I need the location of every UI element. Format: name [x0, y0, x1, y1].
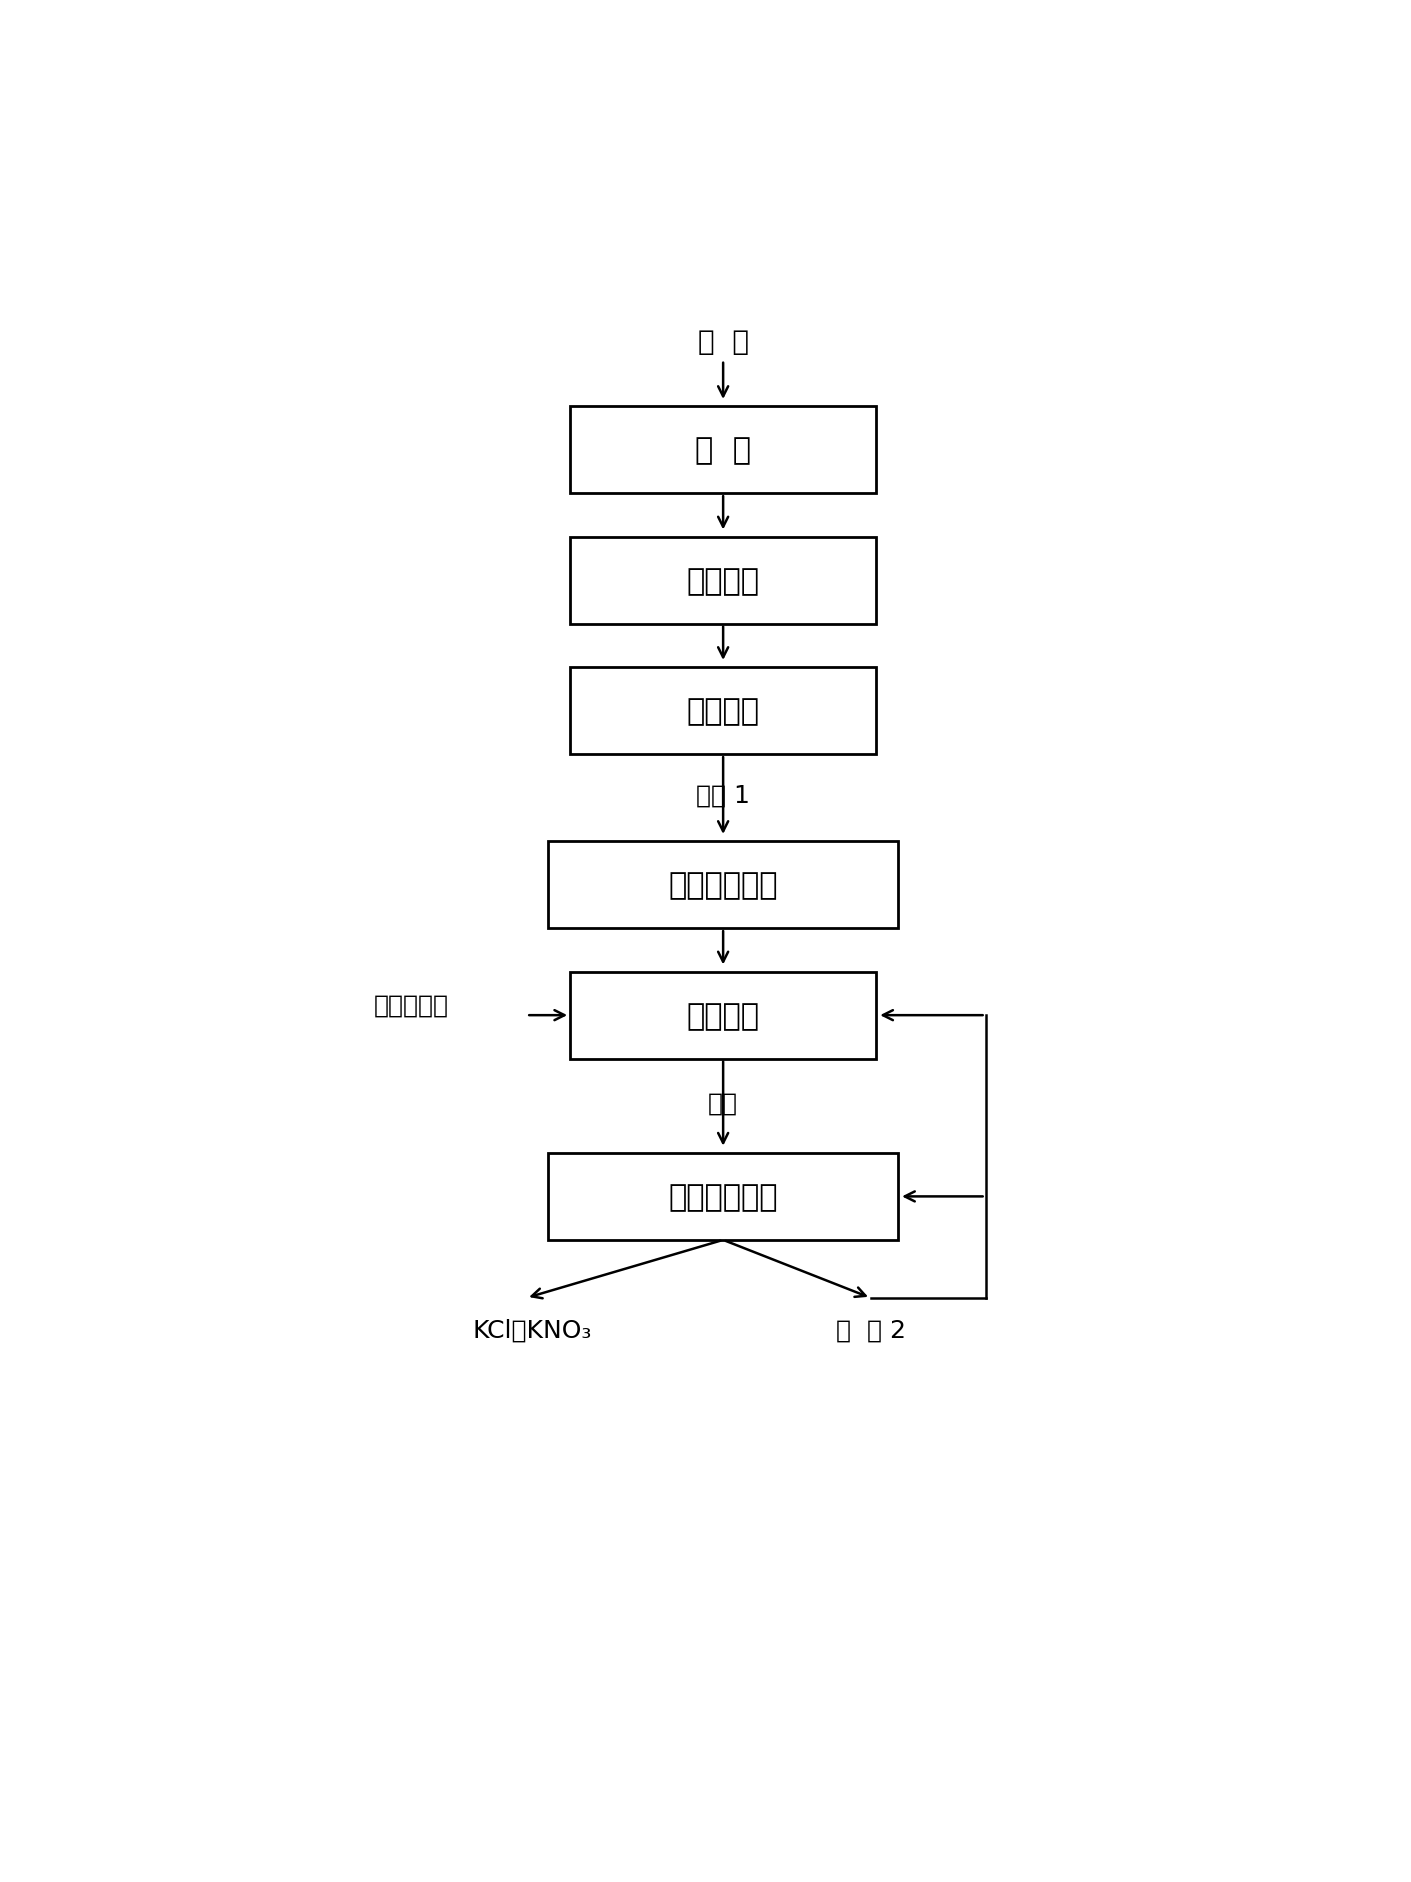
Text: 破  碎: 破 碎 — [696, 437, 751, 465]
Bar — [547, 841, 899, 928]
Text: 液相: 液相 — [708, 1090, 738, 1114]
Text: 固液分离: 固液分离 — [687, 696, 759, 726]
Text: 离子交换吸附: 离子交换吸附 — [669, 871, 777, 900]
Text: KCl、KNO₃: KCl、KNO₃ — [473, 1317, 591, 1342]
Text: 液  相 2: 液 相 2 — [835, 1317, 906, 1342]
Text: 液相 1: 液相 1 — [696, 783, 751, 807]
Bar — [570, 668, 876, 755]
Text: 微波提取: 微波提取 — [687, 566, 759, 595]
Text: 淤洗解脱: 淤洗解脱 — [687, 1001, 759, 1029]
Text: 秸  秆: 秸 秆 — [697, 327, 749, 356]
Text: 浓缩结晶分离: 浓缩结晶分离 — [669, 1182, 777, 1212]
Bar — [570, 407, 876, 493]
Bar — [547, 1154, 899, 1240]
Bar — [570, 538, 876, 625]
Bar — [570, 973, 876, 1060]
Text: 酸或盐溶液: 酸或盐溶液 — [374, 994, 449, 1018]
